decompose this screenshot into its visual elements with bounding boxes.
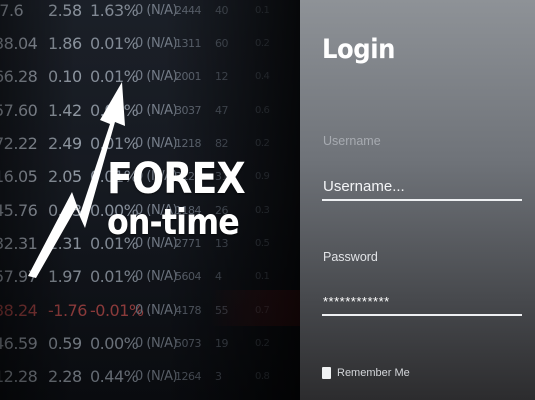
remember-me-checkbox[interactable]: Remember Me	[322, 367, 410, 379]
password-label: Password	[323, 250, 378, 264]
board-vignette	[0, 0, 300, 400]
logo-line-on-time: on-time	[107, 202, 240, 243]
checkbox-box[interactable]	[322, 367, 331, 379]
password-input[interactable]	[322, 288, 522, 316]
stock-board-background: -7.62.581.63%0 (N/A)2444400.138.041.860.…	[0, 0, 300, 400]
username-input[interactable]	[322, 173, 522, 201]
logo-line-forex: FOREX	[107, 154, 246, 204]
remember-me-label: Remember Me	[337, 367, 410, 379]
forex-on-time-logo: FOREX on-time	[107, 158, 264, 241]
up-trend-arrow-icon	[28, 82, 125, 278]
username-label: Username	[323, 134, 381, 148]
login-panel: Login Username Password Remember Me	[300, 0, 535, 400]
login-title: Login	[322, 34, 395, 65]
